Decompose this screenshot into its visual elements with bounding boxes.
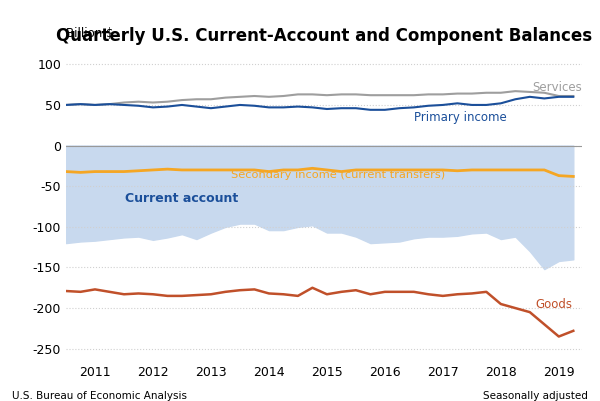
Text: Billion $: Billion $ [66,27,113,41]
Text: Primary income: Primary income [414,111,506,124]
Text: U.S. Bureau of Economic Analysis: U.S. Bureau of Economic Analysis [12,391,187,401]
Title: Quarterly U.S. Current-Account and Component Balances: Quarterly U.S. Current-Account and Compo… [56,27,592,45]
Text: Services: Services [533,81,583,93]
Text: Seasonally adjusted: Seasonally adjusted [483,391,588,401]
Text: Current account: Current account [125,192,239,205]
Text: Goods: Goods [536,298,572,311]
Text: Secondary income (current transfers): Secondary income (current transfers) [232,170,446,180]
